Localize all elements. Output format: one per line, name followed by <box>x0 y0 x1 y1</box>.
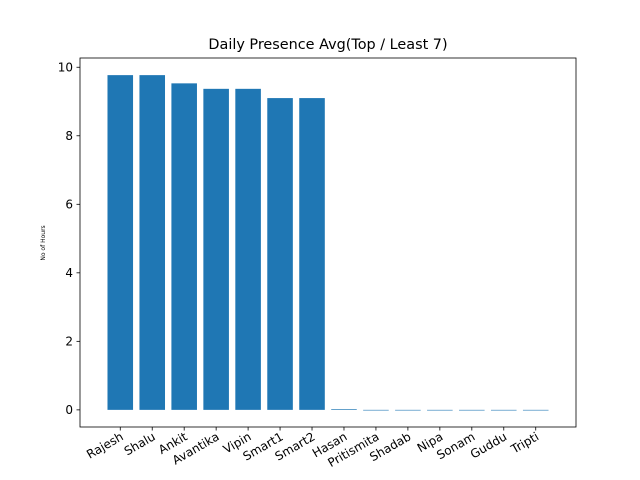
bar-shadab <box>395 409 421 411</box>
bar-guddu <box>490 409 517 411</box>
y-tick-label: 2 <box>65 335 73 349</box>
y-tick-label: 4 <box>65 266 73 280</box>
bar-avantika <box>203 88 229 410</box>
bar-shalu <box>139 75 166 410</box>
bar-rajesh <box>107 75 134 410</box>
bar-ankit <box>171 83 197 410</box>
bar-tripti <box>522 409 549 411</box>
y-axis-ticks: 0 2 4 6 8 10 <box>58 61 80 417</box>
y-tick-label: 10 <box>58 61 73 75</box>
bar-smart1 <box>267 98 293 410</box>
bar-smart2 <box>299 98 325 410</box>
y-tick-label: 8 <box>65 129 73 143</box>
chart-title: Daily Presence Avg(Top / Least 7) <box>208 37 447 53</box>
x-tick-label-tripti: Tripti <box>508 429 541 456</box>
y-tick-label: 6 <box>65 198 73 212</box>
bars-group <box>107 75 549 411</box>
y-axis-label: No of Hours <box>40 225 47 260</box>
x-tick-label-rajesh: Rajesh <box>84 429 126 461</box>
bar-nipa <box>427 409 453 411</box>
x-tick-label-shalu: Shalu <box>122 429 158 458</box>
bar-pritismita <box>363 409 389 411</box>
plot-frame <box>79 57 577 428</box>
y-tick-label: 0 <box>65 403 73 417</box>
bar-vipin <box>235 88 261 410</box>
bar-hasan <box>331 409 357 410</box>
bar-sonam <box>459 409 485 411</box>
x-tick-label-guddu: Guddu <box>468 429 509 461</box>
